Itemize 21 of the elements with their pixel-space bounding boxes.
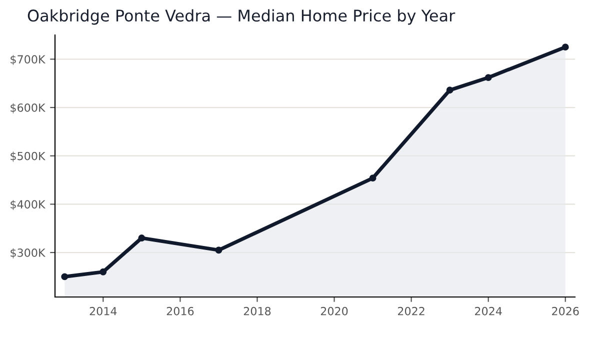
x-tick-label: 2024 [475, 306, 502, 316]
x-tick-label: 2026 [552, 306, 579, 316]
point [446, 86, 454, 94]
x-tick-label: 2018 [244, 306, 271, 316]
point [138, 234, 146, 242]
point [369, 174, 376, 182]
x-tick-label: 2016 [166, 306, 194, 316]
y-tick-label: $500K [10, 152, 46, 162]
y-tick-label: $400K [10, 200, 46, 210]
y-tick-label: $700K [10, 54, 46, 66]
point [215, 246, 222, 254]
x-tick-label: 2022 [398, 306, 424, 316]
point [61, 273, 68, 280]
chart-title: Oakbridge Ponte Vedra — Median Home Price by Year [28, 9, 456, 25]
x-tick-label: 2014 [90, 306, 117, 316]
y-tick-label: $600K [10, 103, 46, 114]
x-tick-label: 2020 [320, 306, 348, 316]
point [562, 44, 569, 51]
y-tick-label: $300K [10, 248, 46, 258]
point [100, 268, 107, 276]
point [484, 74, 492, 82]
